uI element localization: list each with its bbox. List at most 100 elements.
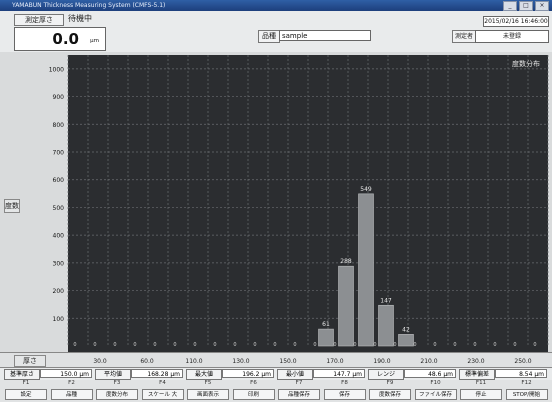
y-tick-label: 900: [53, 94, 65, 101]
function-key-f10[interactable]: F10 ファイル保存: [414, 380, 458, 401]
x-tick-label: 190.0: [373, 358, 390, 365]
y-tick-label: 1000: [49, 66, 64, 73]
function-keys: F1 設定 F2 品種 F3 度数分布 F4 スケール 大 F5 画面表示 F6 印刷 F7 品種保存 F8…: [0, 380, 552, 402]
thickness-value: 0.0: [52, 30, 79, 48]
window-title: YAMABUN Thickness Measuring System (CMFS…: [12, 2, 166, 9]
histogram-panel: 100 200 300 400 500 600 700 800 900 1000 0 0 0 0 0 0 0 0 0…: [0, 52, 552, 353]
function-key-code: F3: [113, 380, 121, 386]
function-key-button[interactable]: 保存: [323, 389, 366, 400]
minimize-button[interactable]: _: [503, 1, 517, 11]
product-field[interactable]: sample: [279, 30, 371, 41]
thickness-unit: μm: [90, 38, 99, 44]
function-key-f2[interactable]: F2 品種: [50, 380, 94, 401]
function-key-f11[interactable]: F11 停止: [459, 380, 503, 401]
function-key-code: F11: [475, 380, 487, 386]
bar-value-label: 147: [380, 297, 392, 304]
function-key-f1[interactable]: F1 設定: [4, 380, 48, 401]
function-key-code: F8: [341, 380, 348, 386]
x-tick-label: 130.0: [232, 358, 249, 365]
function-key-code: F1: [22, 380, 30, 386]
measurement-header: 測定厚さ 待機中 0.0 μm 品種 sample 測定者 未登録 2015/0…: [0, 11, 552, 53]
function-key-code: F6: [250, 380, 257, 386]
histogram-bar: [378, 304, 394, 347]
stat-value: 147.7 μm: [313, 369, 365, 378]
function-key-button[interactable]: 度数分布: [96, 389, 138, 400]
x-tick-label: 150.0: [279, 358, 296, 365]
product-label: 品種: [258, 30, 280, 43]
function-key-code: F5: [204, 380, 212, 386]
function-key-f9[interactable]: F9 度数保存: [368, 380, 412, 401]
histogram-bar: [338, 265, 354, 347]
x-axis-ticks: 30.0 60.0 110.0 130.0 150.0 170.0 190.0 210.0 23…: [93, 358, 531, 365]
baseline-marker: 0: [253, 342, 256, 348]
baseline-marker: 0: [333, 342, 336, 348]
x-tick-label: 250.0: [514, 358, 531, 365]
baseline-marker: 0: [313, 342, 316, 348]
y-tick-label: 500: [53, 205, 65, 212]
y-tick-label: 400: [53, 233, 65, 240]
y-tick-label: 800: [53, 122, 65, 129]
function-key-button[interactable]: 品種保存: [278, 389, 320, 400]
x-tick-label: 60.0: [140, 358, 154, 365]
histogram-bar: [358, 193, 374, 347]
baseline-marker: 0: [73, 342, 76, 348]
function-key-button[interactable]: 画面表示: [187, 389, 229, 400]
function-key-button[interactable]: ファイル保存: [414, 389, 457, 400]
stat-label: レンジ: [368, 369, 404, 380]
stat-value: 48.6 μm: [404, 369, 456, 378]
baseline-marker: 0: [153, 342, 156, 348]
bar-value-label: 42: [402, 326, 410, 333]
y-axis-label: 度数: [4, 199, 20, 213]
function-key-code: F7: [295, 380, 303, 386]
bar-value-label: 288: [340, 258, 352, 265]
x-axis-label: 厚さ: [14, 355, 46, 367]
status-text: 待機中: [68, 14, 92, 23]
baseline-marker: 0: [353, 342, 356, 348]
x-tick-label: 170.0: [326, 358, 343, 365]
function-key-code: F2: [68, 380, 75, 386]
stat-label: 最小値: [277, 369, 313, 380]
thickness-label: 測定厚さ: [14, 14, 64, 26]
statistics-bar: 基準厚さ 150.0 μm 平均値 168.28 μm 最大値 196.2 μm 最小値 14…: [0, 367, 552, 380]
function-key-f5[interactable]: F5 画面表示: [186, 380, 230, 401]
function-key-f7[interactable]: F7 品種保存: [277, 380, 321, 401]
baseline-marker: 0: [293, 342, 296, 348]
function-key-button[interactable]: 品種: [50, 389, 93, 400]
function-key-button[interactable]: 度数保存: [369, 389, 411, 400]
baseline-marker: 0: [193, 342, 196, 348]
baseline-marker: 0: [213, 342, 216, 348]
stat-label: 最大値: [186, 369, 222, 380]
baseline-marker: 0: [513, 342, 516, 348]
stat-label: 平均値: [95, 369, 131, 380]
chart-legend: 度数分布: [512, 59, 540, 68]
baseline-marker: 0: [93, 342, 96, 348]
y-tick-label: 100: [53, 316, 65, 323]
function-key-button[interactable]: STOP/開始: [505, 389, 548, 400]
maximize-button[interactable]: □: [519, 1, 533, 11]
baseline-marker: 0: [473, 342, 476, 348]
close-button[interactable]: ×: [535, 1, 549, 11]
function-key-f8[interactable]: F8 保存: [323, 380, 367, 401]
title-bar: YAMABUN Thickness Measuring System (CMFS…: [0, 0, 552, 11]
function-key-button[interactable]: 設定: [5, 389, 47, 400]
baseline-marker: 0: [493, 342, 496, 348]
y-tick-label: 200: [53, 288, 65, 295]
function-key-button[interactable]: 停止: [460, 389, 502, 400]
operator-field[interactable]: 未登録: [475, 30, 549, 43]
thickness-display: 0.0 μm: [14, 27, 106, 51]
function-key-code: F12: [521, 380, 532, 386]
function-key-code: F9: [386, 380, 394, 386]
function-key-button[interactable]: スケール 大: [141, 389, 184, 400]
stat-label: 標準偏差: [459, 369, 495, 380]
function-key-button[interactable]: 印刷: [232, 389, 275, 400]
baseline-marker: 0: [393, 342, 396, 348]
operator-label: 測定者: [452, 30, 476, 43]
histogram-bar: [318, 328, 334, 347]
function-key-f6[interactable]: F6 印刷: [232, 380, 276, 401]
function-key-f4[interactable]: F4 スケール 大: [141, 380, 185, 401]
stat-value: 196.2 μm: [222, 369, 274, 378]
function-key-f3[interactable]: F3 度数分布: [95, 380, 139, 401]
x-tick-label: 110.0: [185, 358, 202, 365]
y-tick-label: 300: [53, 260, 65, 267]
function-key-f12[interactable]: F12 STOP/開始: [505, 380, 549, 401]
